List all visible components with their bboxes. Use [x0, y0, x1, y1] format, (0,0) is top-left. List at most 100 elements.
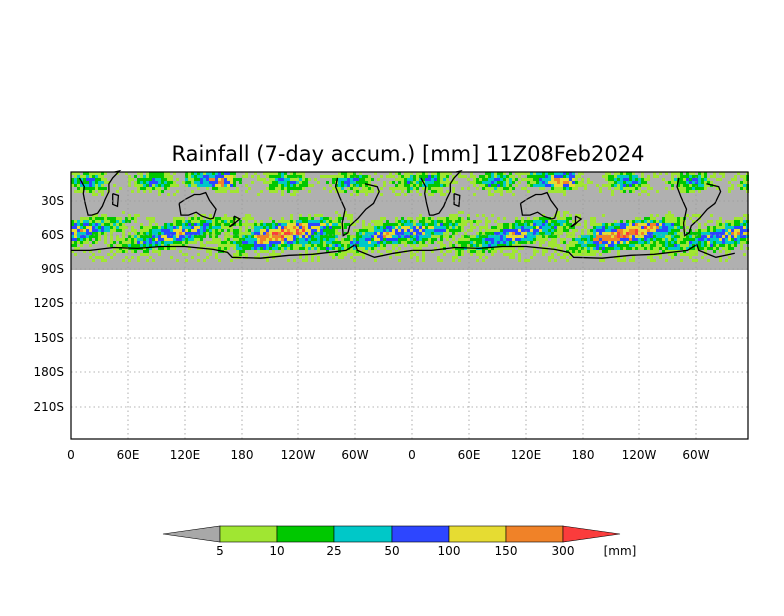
rainfall-cell	[86, 235, 89, 238]
rainfall-cell	[530, 256, 533, 259]
rainfall-cell	[503, 247, 506, 250]
rainfall-cell	[743, 178, 746, 181]
x-tick-label: 60W	[341, 448, 368, 462]
rainfall-cell	[77, 172, 80, 175]
rainfall-cell	[524, 178, 527, 181]
rainfall-cell	[359, 232, 362, 235]
rainfall-cell	[191, 181, 194, 184]
rainfall-cell	[656, 241, 659, 244]
rainfall-cell	[407, 232, 410, 235]
rainfall-cell	[368, 235, 371, 238]
rainfall-cell	[689, 241, 692, 244]
rainfall-cell	[74, 235, 77, 238]
rainfall-cell	[653, 217, 656, 220]
rainfall-cell	[692, 238, 695, 241]
rainfall-cell	[578, 241, 581, 244]
rainfall-cell	[398, 229, 401, 232]
rainfall-cell	[680, 220, 683, 223]
rainfall-cell	[425, 184, 428, 187]
rainfall-cell	[320, 241, 323, 244]
rainfall-cell	[380, 229, 383, 232]
rainfall-cell	[188, 235, 191, 238]
rainfall-cell	[437, 226, 440, 229]
rainfall-cell	[146, 238, 149, 241]
rainfall-cell	[401, 232, 404, 235]
rainfall-cell	[419, 172, 422, 175]
rainfall-cell	[365, 193, 368, 196]
rainfall-cell	[152, 184, 155, 187]
rainfall-cell	[158, 247, 161, 250]
rainfall-cell	[584, 244, 587, 247]
rainfall-cell	[467, 220, 470, 223]
x-tick-label: 0	[67, 448, 75, 462]
rainfall-cell	[728, 181, 731, 184]
rainfall-cell	[629, 235, 632, 238]
rainfall-cell	[206, 250, 209, 253]
rainfall-cell	[128, 232, 131, 235]
rainfall-cell	[647, 238, 650, 241]
rainfall-cell	[452, 247, 455, 250]
rainfall-cell	[86, 184, 89, 187]
rainfall-cell	[203, 235, 206, 238]
rainfall-cell	[587, 247, 590, 250]
rainfall-cell	[716, 244, 719, 247]
rainfall-cell	[473, 235, 476, 238]
rainfall-cell	[695, 232, 698, 235]
rainfall-cell	[215, 256, 218, 259]
rainfall-cell	[362, 241, 365, 244]
rainfall-cell	[608, 229, 611, 232]
rainfall-cell	[503, 187, 506, 190]
rainfall-cell	[665, 217, 668, 220]
rainfall-cell	[488, 220, 491, 223]
rainfall-cell	[671, 220, 674, 223]
rainfall-cell	[401, 181, 404, 184]
rainfall-cell	[107, 181, 110, 184]
rainfall-cell	[413, 232, 416, 235]
rainfall-cell	[452, 256, 455, 259]
rainfall-cell	[470, 223, 473, 226]
rainfall-cell	[728, 241, 731, 244]
rainfall-cell	[701, 178, 704, 181]
rainfall-cell	[332, 181, 335, 184]
rainfall-cell	[71, 181, 74, 184]
rainfall-cell	[329, 253, 332, 256]
rainfall-cell	[668, 211, 671, 214]
rainfall-cell	[350, 238, 353, 241]
rainfall-cell	[353, 187, 356, 190]
rainfall-cell	[215, 187, 218, 190]
rainfall-cell	[350, 175, 353, 178]
rainfall-cell	[281, 190, 284, 193]
rainfall-cell	[353, 181, 356, 184]
rainfall-cell	[101, 178, 104, 181]
rainfall-cell	[218, 229, 221, 232]
rainfall-cell	[680, 184, 683, 187]
rainfall-cell	[677, 226, 680, 229]
rainfall-cell	[182, 232, 185, 235]
rainfall-cell	[344, 247, 347, 250]
rainfall-cell	[629, 190, 632, 193]
rainfall-cell	[515, 226, 518, 229]
rainfall-cell	[494, 232, 497, 235]
rainfall-cell	[734, 244, 737, 247]
rainfall-cell	[575, 181, 578, 184]
rainfall-cell	[416, 241, 419, 244]
rainfall-cell	[401, 235, 404, 238]
rainfall-cell	[299, 247, 302, 250]
rainfall-cell	[623, 187, 626, 190]
rainfall-cell	[251, 226, 254, 229]
rainfall-cell	[389, 175, 392, 178]
rainfall-cell	[425, 181, 428, 184]
rainfall-cell	[431, 187, 434, 190]
rainfall-cell	[440, 250, 443, 253]
rainfall-cell	[701, 184, 704, 187]
rainfall-cell	[419, 241, 422, 244]
rainfall-cell	[662, 178, 665, 181]
x-tick-label: 180	[231, 448, 254, 462]
rainfall-cell	[323, 175, 326, 178]
x-tick-label: 120E	[511, 448, 542, 462]
rainfall-cell	[512, 187, 515, 190]
rainfall-cell	[134, 235, 137, 238]
rainfall-cell	[278, 172, 281, 175]
rainfall-cell	[308, 238, 311, 241]
rainfall-cell	[95, 214, 98, 217]
